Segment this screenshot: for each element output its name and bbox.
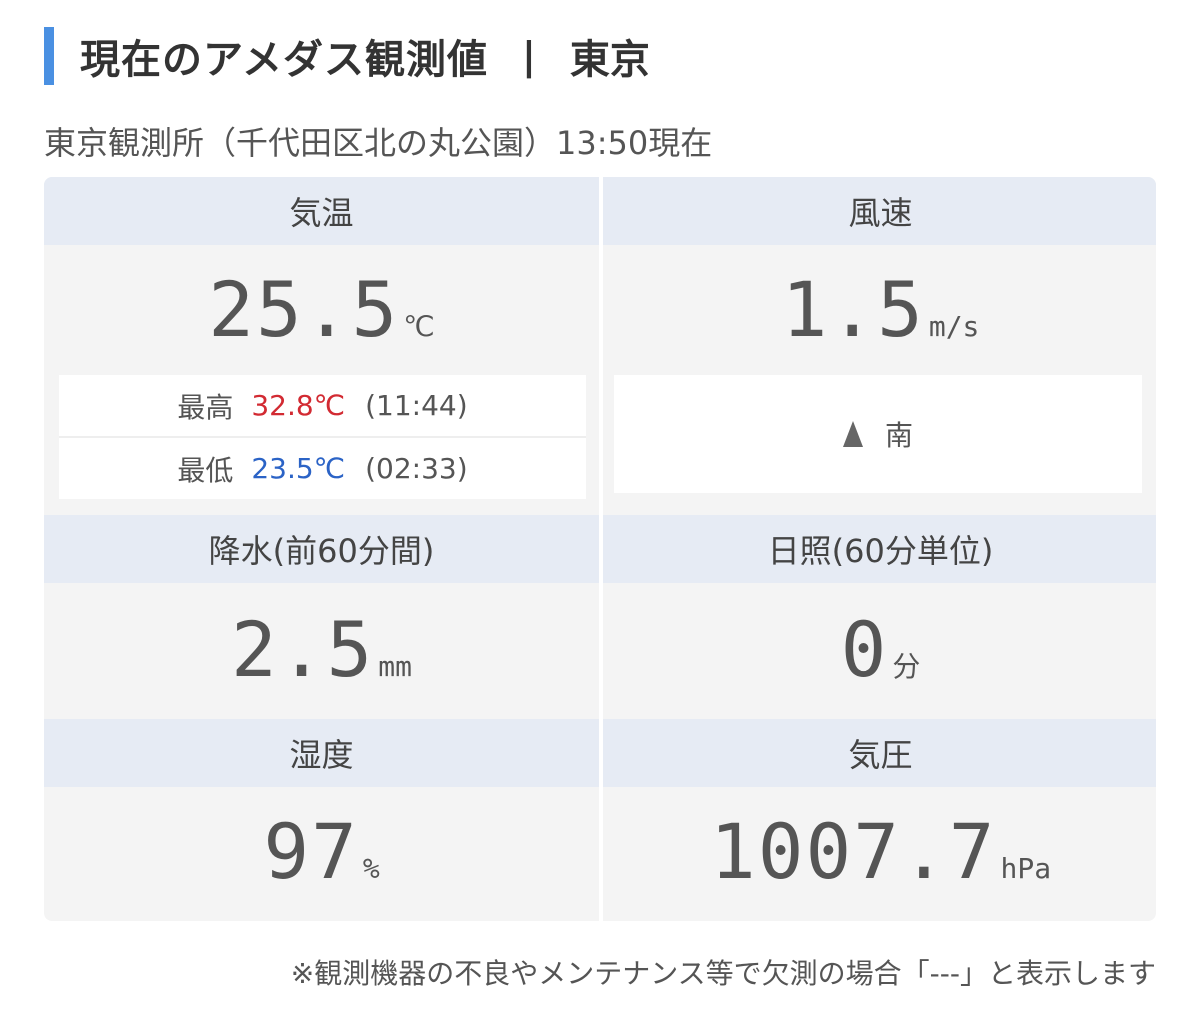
wind-header: 風速 [603, 177, 1156, 245]
wind-value: 1.5 m/s [603, 265, 1156, 354]
humidity-number: 97 [263, 807, 359, 896]
low-time: (02:33) [365, 452, 468, 485]
pressure-unit: hPa [1000, 852, 1052, 885]
temperature-low-row: 最低 23.5℃ (02:33) [59, 436, 586, 499]
title-separator: | [522, 34, 536, 78]
sunshine-header: 日照(60分単位) [603, 515, 1156, 583]
low-label: 最低 [177, 453, 234, 487]
humidity-value: 97% [44, 807, 599, 896]
precipitation-value: 2.5 mm [44, 605, 599, 694]
temperature-value: 25.5 ℃ [44, 265, 599, 354]
footnote: ※観測機器の不良やメンテナンス等で欠測の場合「---」と表示します [290, 957, 1156, 990]
humidity-unit: % [362, 852, 380, 885]
page-title: 現在のアメダス観測値 [80, 37, 488, 83]
city-name: 東京 [569, 37, 650, 83]
high-value: 32.8℃ [251, 389, 346, 422]
high-time: (11:44) [365, 389, 468, 422]
wind-direction-label: 南 [884, 419, 913, 452]
observation-grid: 気温 25.5 ℃ 最高 32.8℃ (11:44) 最低 23.5℃ (02:3… [44, 177, 1156, 921]
temperature-unit: ℃ [403, 310, 435, 343]
page-header: 現在のアメダス観測値 | 東京 [44, 24, 650, 88]
up-arrow-icon [842, 421, 863, 447]
station-info: 東京観測所（千代田区北の丸公園）13:50現在 [44, 124, 713, 162]
humidity-header: 湿度 [44, 719, 599, 787]
pressure-number: 1007.7 [709, 807, 997, 896]
temperature-high-row: 最高 32.8℃ (11:44) [59, 375, 586, 436]
sunshine-unit: 分 [892, 650, 921, 683]
left-column: 気温 25.5 ℃ 最高 32.8℃ (11:44) 最低 23.5℃ (02:3… [44, 177, 599, 921]
precipitation-number: 2.5 [231, 605, 375, 694]
precipitation-unit: mm [378, 650, 412, 683]
wind-unit: m/s [928, 310, 980, 343]
wind-number: 1.5 [781, 265, 925, 354]
column-divider [599, 177, 603, 921]
wind-direction: 南 [614, 375, 1142, 493]
title-accent-bar [44, 27, 54, 85]
sunshine-number: 0 [840, 605, 889, 694]
temperature-number: 25.5 [208, 265, 400, 354]
precipitation-header: 降水(前60分間) [44, 515, 599, 583]
pressure-value: 1007.7 hPa [603, 807, 1156, 896]
temperature-extremes: 最高 32.8℃ (11:44) 最低 23.5℃ (02:33) [59, 375, 586, 499]
pressure-header: 気圧 [603, 719, 1156, 787]
wind-direction-box: 南 [614, 375, 1142, 493]
low-value: 23.5℃ [251, 452, 346, 485]
temperature-header: 気温 [44, 177, 599, 245]
high-label: 最高 [177, 390, 234, 424]
